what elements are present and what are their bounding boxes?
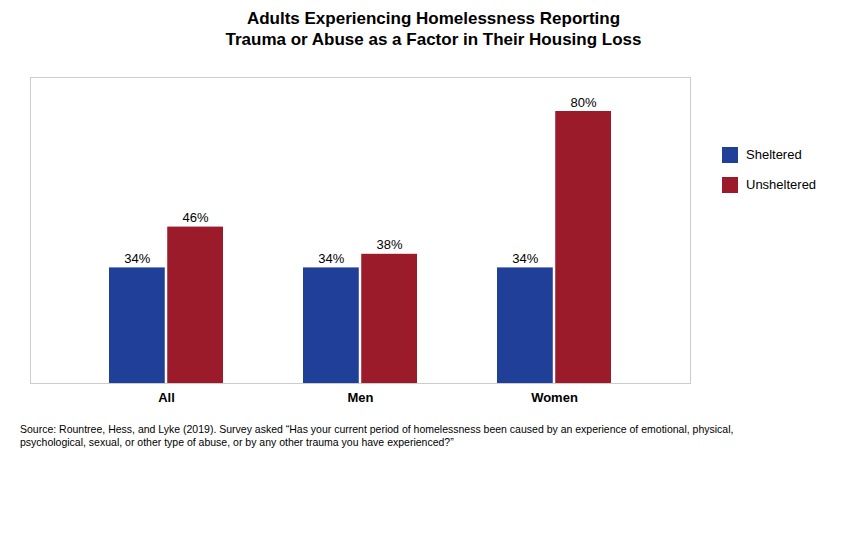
html-text:Unsheltered: Unsheltered — [746, 177, 817, 192]
svg-text:34%: 34% — [512, 250, 538, 265]
svg-text:46%: 46% — [183, 210, 209, 225]
svg-text:All: All — [158, 389, 175, 404]
svg-text:38%: 38% — [377, 237, 403, 252]
svg-text:Men: Men — [348, 389, 374, 404]
svg-text:Women: Women — [531, 389, 578, 404]
html-text:Adults Experiencing Homelessne: Adults Experiencing Homelessness Reporti… — [225, 9, 642, 50]
svg-text:80%: 80% — [571, 94, 597, 109]
svg-text:34%: 34% — [124, 250, 150, 265]
html-text:Source: Rountree, Hess, and Ly: Source: Rountree, Hess, and Lyke (2019).… — [20, 422, 734, 449]
html-text:Sheltered: Sheltered — [746, 147, 802, 162]
svg-text:34%: 34% — [318, 250, 344, 265]
